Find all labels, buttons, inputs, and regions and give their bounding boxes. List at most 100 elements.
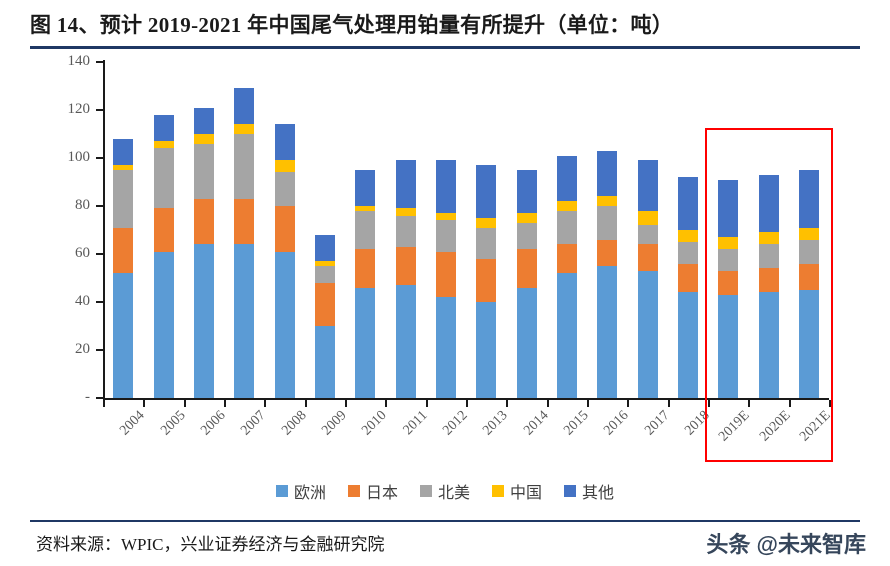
- bar-2017[interactable]: [637, 160, 658, 398]
- bar-segment[interactable]: [314, 234, 335, 262]
- bar-segment[interactable]: [113, 138, 134, 166]
- bar-segment[interactable]: [597, 239, 618, 266]
- bar-segment[interactable]: [314, 282, 335, 326]
- bar-segment[interactable]: [193, 107, 214, 134]
- bar-segment[interactable]: [556, 155, 577, 202]
- bar-segment[interactable]: [274, 172, 295, 206]
- bar-segment[interactable]: [395, 215, 416, 247]
- bar-segment[interactable]: [597, 150, 618, 197]
- bar-segment[interactable]: [556, 201, 577, 211]
- bar-segment[interactable]: [355, 206, 376, 211]
- bar-segment[interactable]: [113, 227, 134, 274]
- bar-segment[interactable]: [435, 297, 456, 398]
- bar-segment[interactable]: [476, 302, 497, 398]
- bar-segment[interactable]: [234, 198, 255, 245]
- bar-segment[interactable]: [193, 143, 214, 199]
- bar-segment[interactable]: [113, 273, 134, 398]
- bar-segment[interactable]: [395, 285, 416, 398]
- bar-segment[interactable]: [193, 244, 214, 398]
- bar-segment[interactable]: [274, 251, 295, 398]
- legend-item-1[interactable]: 日本: [347, 479, 398, 503]
- bar-segment[interactable]: [355, 170, 376, 206]
- bar-segment[interactable]: [476, 218, 497, 228]
- bar-segment[interactable]: [597, 206, 618, 240]
- bar-segment[interactable]: [395, 246, 416, 286]
- bar-segment[interactable]: [597, 266, 618, 398]
- bar-segment[interactable]: [476, 258, 497, 302]
- bar-segment[interactable]: [637, 160, 658, 211]
- bar-segment[interactable]: [556, 244, 577, 274]
- bar-segment[interactable]: [718, 237, 739, 250]
- bar-segment[interactable]: [798, 263, 819, 290]
- bar-2009[interactable]: [314, 234, 335, 398]
- bar-2012[interactable]: [435, 160, 456, 398]
- bar-segment[interactable]: [556, 273, 577, 398]
- bar-segment[interactable]: [153, 114, 174, 142]
- bar-segment[interactable]: [758, 292, 779, 398]
- bar-segment[interactable]: [476, 165, 497, 218]
- bar-2010[interactable]: [355, 170, 376, 398]
- bar-2021E[interactable]: [798, 170, 819, 398]
- bar-segment[interactable]: [516, 222, 537, 250]
- bar-segment[interactable]: [677, 292, 698, 398]
- bar-segment[interactable]: [234, 124, 255, 134]
- legend-item-0[interactable]: 欧洲: [275, 479, 326, 503]
- bar-segment[interactable]: [314, 261, 335, 266]
- bar-segment[interactable]: [435, 251, 456, 298]
- bar-segment[interactable]: [274, 160, 295, 173]
- bar-segment[interactable]: [516, 249, 537, 288]
- bar-segment[interactable]: [435, 220, 456, 252]
- bar-segment[interactable]: [637, 225, 658, 245]
- bar-segment[interactable]: [193, 134, 214, 144]
- bar-2006[interactable]: [193, 107, 214, 398]
- bar-2015[interactable]: [556, 155, 577, 398]
- bar-segment[interactable]: [516, 170, 537, 214]
- bar-segment[interactable]: [355, 210, 376, 250]
- legend-item-2[interactable]: 北美: [419, 479, 470, 503]
- bar-segment[interactable]: [556, 210, 577, 245]
- bar-segment[interactable]: [637, 210, 658, 226]
- bar-segment[interactable]: [677, 263, 698, 293]
- bar-segment[interactable]: [314, 266, 335, 283]
- bar-segment[interactable]: [758, 174, 779, 233]
- bar-segment[interactable]: [395, 160, 416, 209]
- bar-segment[interactable]: [758, 232, 779, 245]
- bar-segment[interactable]: [637, 244, 658, 271]
- bar-2005[interactable]: [153, 114, 174, 398]
- bar-segment[interactable]: [193, 198, 214, 245]
- bar-segment[interactable]: [798, 170, 819, 228]
- bar-segment[interactable]: [234, 88, 255, 125]
- bar-segment[interactable]: [798, 239, 819, 264]
- bar-segment[interactable]: [153, 148, 174, 209]
- bar-segment[interactable]: [637, 270, 658, 398]
- bar-segment[interactable]: [314, 326, 335, 398]
- bar-segment[interactable]: [798, 227, 819, 240]
- legend-item-3[interactable]: 中国: [492, 479, 542, 503]
- bar-segment[interactable]: [516, 287, 537, 398]
- bar-segment[interactable]: [718, 179, 739, 238]
- bar-segment[interactable]: [274, 206, 295, 252]
- bar-segment[interactable]: [516, 213, 537, 223]
- bar-segment[interactable]: [718, 249, 739, 271]
- legend-item-4[interactable]: 其他: [564, 479, 614, 503]
- bar-2014[interactable]: [516, 170, 537, 398]
- bar-segment[interactable]: [234, 134, 255, 199]
- bar-segment[interactable]: [435, 160, 456, 214]
- bar-2013[interactable]: [476, 165, 497, 398]
- bar-2019E[interactable]: [718, 179, 739, 398]
- bar-2004[interactable]: [113, 138, 134, 398]
- bar-segment[interactable]: [677, 177, 698, 230]
- bar-segment[interactable]: [677, 242, 698, 264]
- bar-segment[interactable]: [355, 249, 376, 288]
- bar-segment[interactable]: [234, 244, 255, 398]
- bar-segment[interactable]: [758, 268, 779, 293]
- bar-2016[interactable]: [597, 150, 618, 398]
- bar-2008[interactable]: [274, 124, 295, 398]
- bar-2007[interactable]: [234, 88, 255, 398]
- bar-segment[interactable]: [718, 294, 739, 398]
- bar-segment[interactable]: [798, 290, 819, 398]
- bar-segment[interactable]: [153, 251, 174, 398]
- bar-segment[interactable]: [395, 208, 416, 216]
- bar-2011[interactable]: [395, 160, 416, 398]
- bar-2020E[interactable]: [758, 174, 779, 398]
